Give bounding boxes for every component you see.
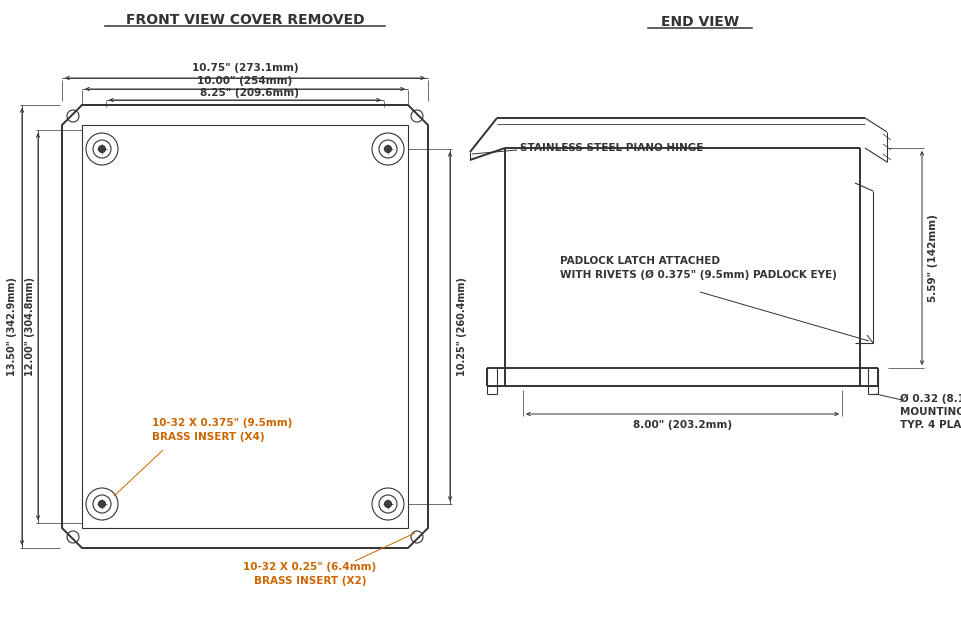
Text: 10-32 X 0.25" (6.4mm)
BRASS INSERT (X2): 10-32 X 0.25" (6.4mm) BRASS INSERT (X2) [243, 562, 377, 586]
Text: Ø 0.32 (8.1mm)
MOUNTING HOLE
TYP. 4 PLACES: Ø 0.32 (8.1mm) MOUNTING HOLE TYP. 4 PLAC… [900, 394, 961, 430]
Text: 12.00" (304.8mm): 12.00" (304.8mm) [25, 277, 35, 376]
Text: 8.00" (203.2mm): 8.00" (203.2mm) [633, 420, 732, 430]
Text: 10.00" (254mm): 10.00" (254mm) [197, 76, 293, 86]
Text: 10-32 X 0.375" (9.5mm)
BRASS INSERT (X4): 10-32 X 0.375" (9.5mm) BRASS INSERT (X4) [152, 418, 292, 441]
Circle shape [98, 145, 106, 152]
Text: STAINLESS STEEL PIANO HINGE: STAINLESS STEEL PIANO HINGE [520, 143, 703, 153]
Text: 13.50" (342.9mm): 13.50" (342.9mm) [7, 277, 17, 376]
Text: 8.25" (209.6mm): 8.25" (209.6mm) [201, 88, 300, 98]
Circle shape [384, 145, 391, 152]
Text: 10.25" (260.4mm): 10.25" (260.4mm) [457, 277, 467, 376]
Text: END VIEW: END VIEW [661, 15, 739, 29]
Text: FRONT VIEW COVER REMOVED: FRONT VIEW COVER REMOVED [126, 13, 364, 27]
Circle shape [98, 500, 106, 507]
Text: 5.59" (142mm): 5.59" (142mm) [928, 214, 938, 302]
Text: PADLOCK LATCH ATTACHED
WITH RIVETS (Ø 0.375" (9.5mm) PADLOCK EYE): PADLOCK LATCH ATTACHED WITH RIVETS (Ø 0.… [560, 256, 837, 280]
Text: 10.75" (273.1mm): 10.75" (273.1mm) [191, 63, 298, 73]
Bar [82, 125, 408, 528]
Circle shape [384, 500, 391, 507]
